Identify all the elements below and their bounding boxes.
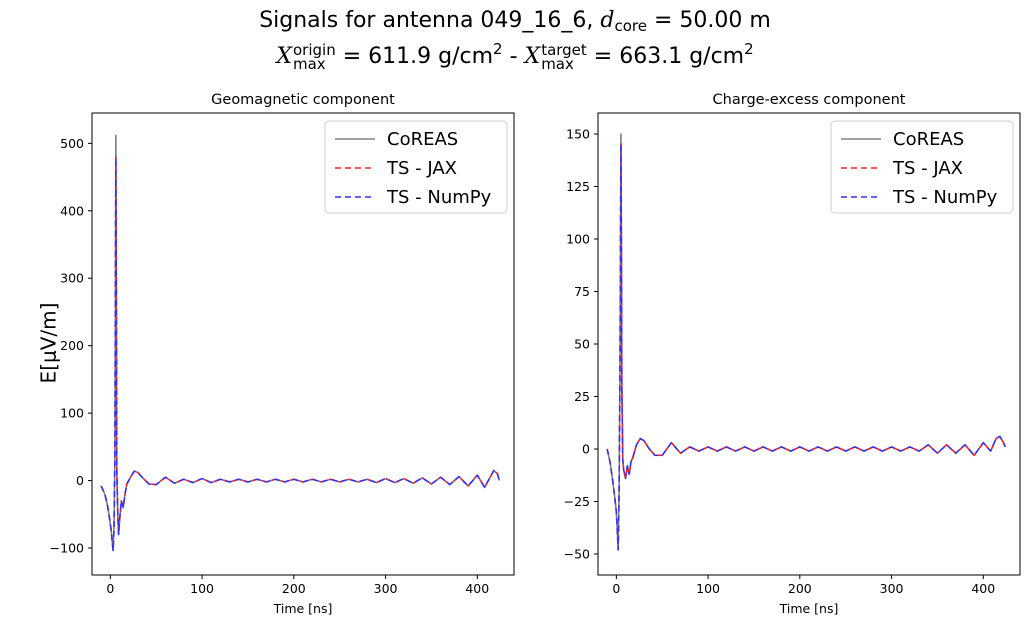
title-xmax-target-var: X: [524, 44, 541, 69]
series-line-ts-numpy: [100, 157, 501, 552]
x-tick-label: 100: [696, 581, 720, 596]
legend-box: [324, 120, 508, 214]
axes-frame: [91, 112, 515, 576]
y-tick-label: 200: [60, 338, 84, 353]
legend: CoREAS TS - JAX TS - NumPy: [324, 120, 508, 214]
series-group: [100, 134, 501, 552]
legend-label: CoREAS: [387, 129, 458, 150]
x-tick-label: 200: [788, 581, 812, 596]
y-tick-label: 0: [582, 442, 590, 457]
legend: CoREAS TS - JAX TS - NumPy: [830, 120, 1014, 214]
y-tick-label: 0: [76, 473, 84, 488]
y-tick-label: −25: [564, 494, 590, 509]
title-xmax-target-scripts: target max: [541, 41, 587, 73]
series-line-ts-numpy: [606, 143, 1007, 551]
title-xmax-origin-sub: max: [293, 55, 326, 73]
subplot-title: Geomagnetic component: [211, 92, 395, 108]
legend-label: TS - NumPy: [892, 187, 998, 208]
x-tick-label: 300: [880, 581, 904, 596]
y-tick-label: 25: [574, 389, 590, 404]
title-xmax-target-value: = 663.1 g/cm: [586, 44, 745, 69]
x-tick-label: 200: [282, 581, 306, 596]
title-prefix: Signals for antenna 049_16_6,: [259, 8, 601, 33]
x-axis-label: Time [ns]: [779, 601, 839, 616]
x-tick-label: 0: [106, 581, 114, 596]
charge-excess-panel: 0 100 200 300 400 −50 −25 0 25 50 75 100 125 150 Charg…: [564, 92, 1021, 616]
title-squared-2: 2: [744, 40, 754, 58]
title-xmax-target-sub: max: [541, 55, 574, 73]
figure-title-line-1: Signals for antenna 049_16_6, dcore = 50…: [0, 8, 1030, 35]
x-tick-label: 0: [612, 581, 620, 596]
title-xmax-origin-value: = 611.9 g/cm: [335, 44, 494, 69]
title-squared-1: 2: [493, 40, 503, 58]
y-tick-label: 100: [566, 232, 590, 247]
legend-label: CoREAS: [893, 129, 964, 150]
y-tick-label: 125: [566, 179, 590, 194]
x-tick-label: 400: [465, 581, 489, 596]
series-line-ts-jax: [100, 156, 501, 552]
title-xmax-origin-scripts: origin max: [293, 41, 336, 73]
title-separator: -: [502, 44, 525, 69]
title-d-value: = 50.00 m: [646, 8, 771, 33]
y-tick-label: 300: [60, 271, 84, 286]
title-d-var: d: [600, 8, 615, 33]
x-tick-label: 100: [190, 581, 214, 596]
y-tick-label: −50: [564, 547, 590, 562]
y-tick-label: −100: [50, 541, 84, 556]
legend-label: TS - JAX: [892, 158, 963, 179]
y-tick-label: 50: [574, 337, 590, 352]
geomagnetic-panel: 0 100 200 300 400 −100 0 100 200 300 400 500 Geomagn…: [50, 92, 515, 616]
y-tick-label: 150: [566, 127, 590, 142]
x-tick-label: 300: [374, 581, 398, 596]
title-xmax-origin-var: X: [276, 44, 292, 69]
series-group: [606, 133, 1007, 551]
title-xmax-origin-sup: origin: [293, 41, 336, 59]
legend-label: TS - NumPy: [386, 187, 492, 208]
subplot-title: Charge-excess component: [713, 92, 906, 108]
legend-box: [830, 120, 1014, 214]
y-tick-label: 400: [60, 203, 84, 218]
title-d-sub: core: [614, 17, 647, 35]
title-xmax-target-sup: target: [541, 41, 587, 59]
legend-label: TS - JAX: [386, 158, 457, 179]
y-tick-label: 100: [60, 406, 84, 421]
x-tick-label: 400: [971, 581, 995, 596]
y-tick-label: 75: [574, 284, 590, 299]
x-axis-label: Time [ns]: [273, 601, 333, 616]
y-tick-label: 500: [60, 136, 84, 151]
